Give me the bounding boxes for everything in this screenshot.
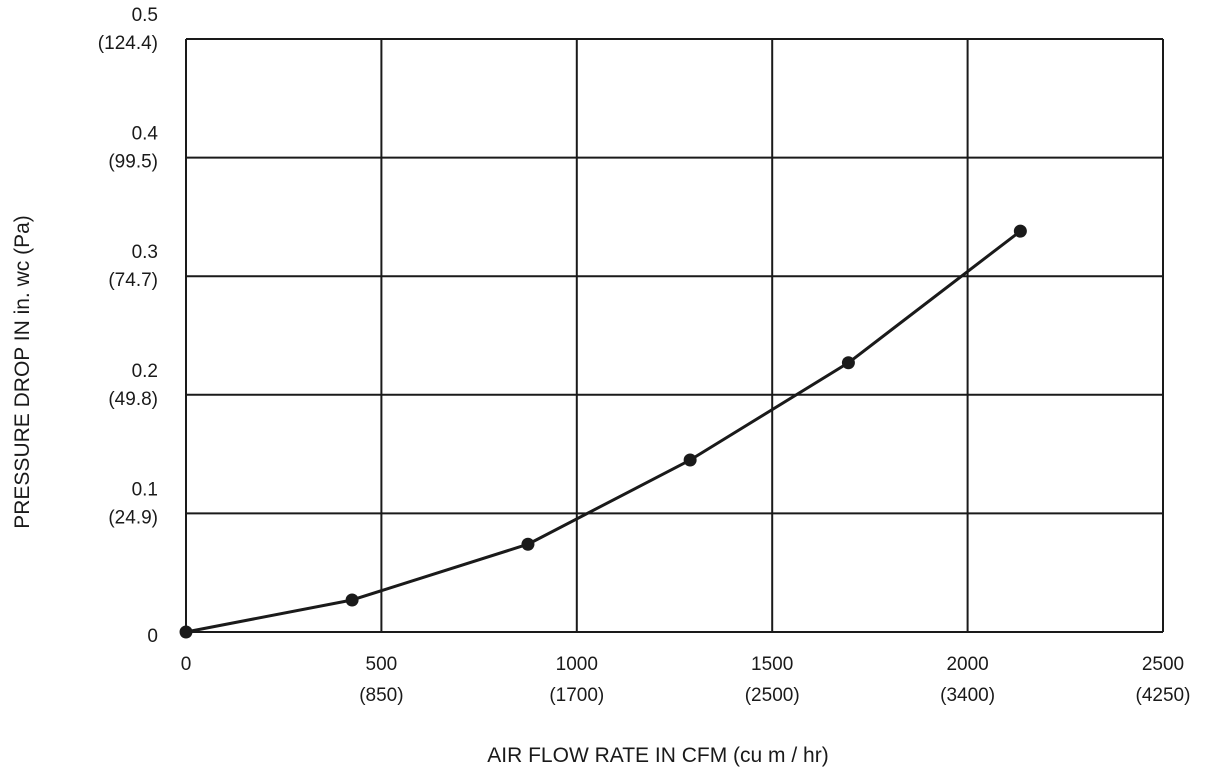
x-tick-sublabel: (2500)	[745, 685, 800, 706]
data-point	[841, 356, 855, 370]
x-tick-label: 500	[366, 654, 398, 675]
x-tick-label: 1000	[556, 654, 598, 675]
y-tick-label: 0	[147, 626, 158, 647]
y-tick-label: 0.1	[132, 479, 158, 500]
x-tick-label: 2000	[946, 654, 988, 675]
grid	[185, 38, 1164, 633]
x-axis-title: AIR FLOW RATE IN CFM (cu m / hr)	[487, 744, 828, 767]
x-tick-sublabel: (1700)	[549, 685, 604, 706]
x-tick-sublabel: (3400)	[940, 685, 995, 706]
data-point	[1013, 224, 1027, 238]
x-tick-sublabel: (4250)	[1136, 685, 1191, 706]
x-tick-label: 0	[181, 654, 192, 675]
tick-labels: 0 500 (850) 1000 (1700) 1500 (2500) 2000 (3400) 2…	[98, 5, 1191, 706]
series-line	[185, 229, 1022, 634]
y-tick-sublabel: (99.5)	[108, 152, 158, 173]
y-tick-sublabel: (74.7)	[108, 270, 158, 291]
y-tick-label: 0.4	[132, 124, 159, 145]
data-point	[345, 593, 359, 607]
x-tick-label: 1500	[751, 654, 793, 675]
y-tick-sublabel: (24.9)	[108, 507, 158, 528]
y-tick-sublabel: (49.8)	[108, 389, 158, 410]
y-tick-sublabel: (124.4)	[98, 33, 158, 54]
x-tick-sublabel: (850)	[359, 685, 403, 706]
data-point	[683, 453, 697, 467]
x-tick-label: 2500	[1142, 654, 1184, 675]
y-tick-label: 0.2	[132, 361, 158, 382]
y-tick-label: 0.3	[132, 242, 158, 263]
data-point	[521, 537, 535, 551]
series-line-group	[179, 224, 1027, 639]
y-axis-title: PRESSURE DROP IN in. wc (Pa)	[11, 215, 34, 529]
y-tick-label: 0.5	[132, 5, 158, 26]
data-point	[179, 625, 193, 639]
